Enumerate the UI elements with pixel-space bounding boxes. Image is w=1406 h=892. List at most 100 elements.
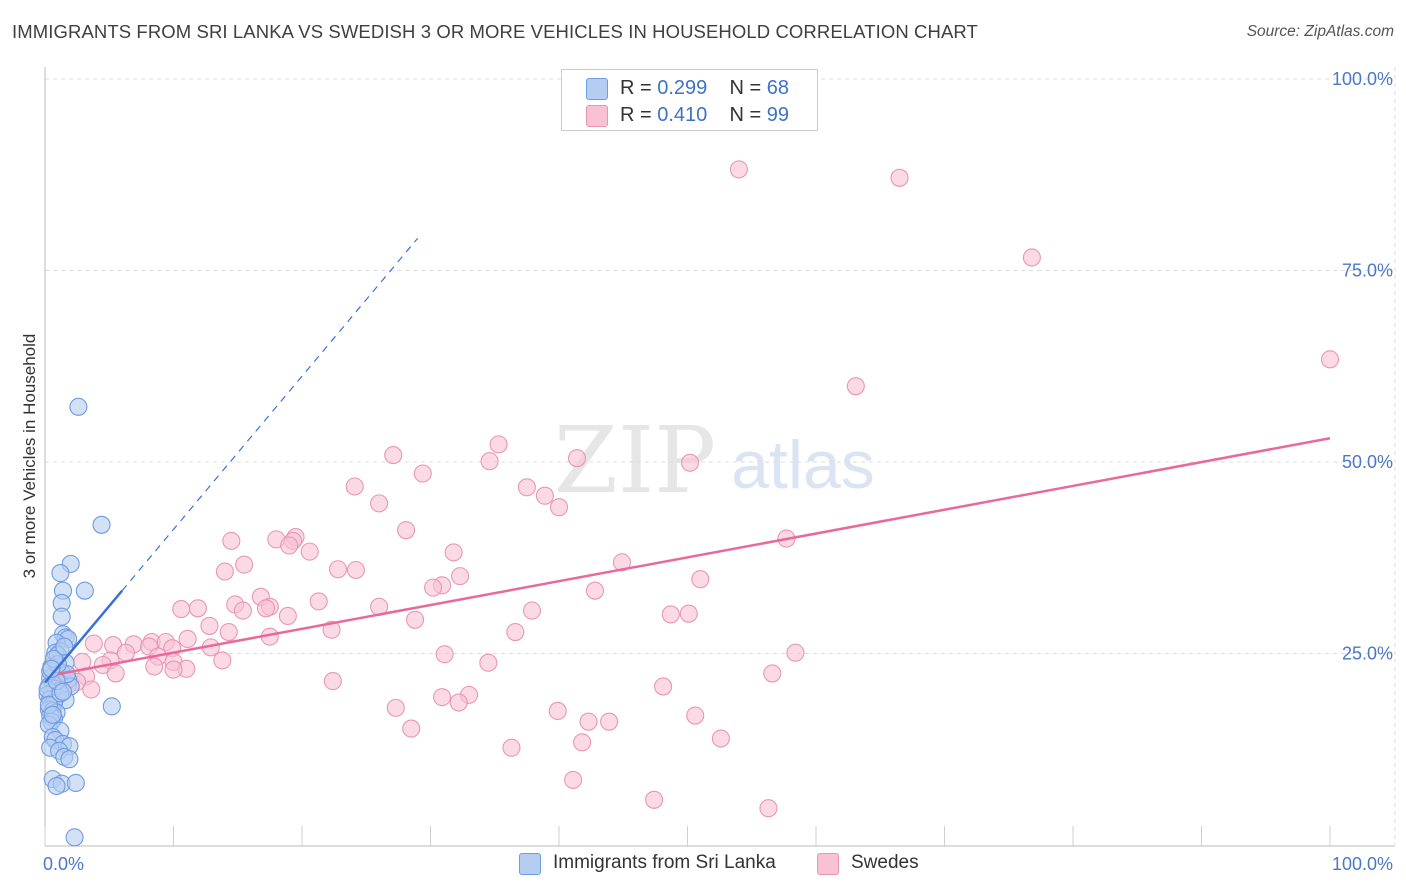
swedes-point-44 <box>522 601 542 620</box>
swedes-point-21 <box>280 536 299 555</box>
bottom-legend-swatch-pink <box>817 853 839 875</box>
swedes-point-46 <box>661 605 680 624</box>
swedes-point-51 <box>506 623 525 642</box>
chart-title: IMMIGRANTS FROM SRI LANKA VS SWEDISH 3 O… <box>12 21 978 42</box>
x-tick-label-1: 100.0% <box>1332 854 1393 874</box>
zipatlas-watermark: ZIP atlas <box>554 407 875 514</box>
sri-lanka-point-3 <box>51 564 70 583</box>
swedes-point-89 <box>763 664 782 683</box>
swedes-point-94 <box>711 729 730 748</box>
swedes-point-12 <box>517 478 536 497</box>
swedes-point-29 <box>215 562 234 581</box>
sri-lanka-point-67 <box>43 705 62 724</box>
swedes-point-14 <box>370 494 389 513</box>
y-tick-label-2: 75.0% <box>1342 261 1393 281</box>
swedes-point-2 <box>1022 248 1041 267</box>
swedes-point-49 <box>200 616 219 635</box>
sri-lanka-point-7 <box>52 607 71 626</box>
swedes-trend-line <box>57 437 1331 676</box>
grid-lines <box>45 67 1396 845</box>
swedes-point-81 <box>654 677 673 696</box>
swedes-point-69 <box>479 653 498 672</box>
swedes-point-82 <box>433 688 452 707</box>
bottom-legend-label: Swedes <box>851 852 919 873</box>
swedes-point-97 <box>759 799 778 818</box>
swedes-point-93 <box>573 733 592 752</box>
swedes-point-7 <box>480 452 499 471</box>
bottom-legend-label: Immigrants from Sri Lanka <box>553 852 776 873</box>
swedes-point-13 <box>535 486 554 505</box>
swedes-point-30 <box>451 567 470 586</box>
y-tick-label-1: 50.0% <box>1342 452 1393 472</box>
swedes-point-54 <box>178 629 197 648</box>
swedes-point-67 <box>213 651 232 670</box>
swedes-point-9 <box>681 453 700 472</box>
legend-n-label: N = <box>729 104 762 126</box>
swedes-point-72 <box>145 657 164 676</box>
swedes-point-80 <box>323 672 342 691</box>
swedes-point-26 <box>235 555 254 574</box>
legend-n-label: N = <box>729 77 762 99</box>
swedes-point-5 <box>489 435 508 454</box>
swedes-point-8 <box>567 449 587 468</box>
swedes-point-43 <box>233 601 252 620</box>
swedes-point-75 <box>106 664 125 683</box>
swedes-point-41 <box>256 599 276 618</box>
sri-lanka-series <box>38 397 121 847</box>
swedes-point-6 <box>384 446 403 465</box>
swedes-point-84 <box>449 693 468 712</box>
swedes-point-36 <box>309 592 328 611</box>
swedes-point-64 <box>435 645 454 664</box>
legend-n-value: 68 <box>766 77 790 99</box>
legend-r-value: 0.410 <box>657 104 708 126</box>
sri-lanka-point-65 <box>42 659 61 678</box>
swedes-point-91 <box>402 719 421 738</box>
legend-swatch-pink <box>586 105 608 127</box>
swedes-point-90 <box>786 643 805 662</box>
swedes-point-88 <box>686 706 705 725</box>
sri-lanka-point-0 <box>69 397 88 416</box>
sri-lanka-point-54 <box>47 776 66 796</box>
sri-lanka-point-34 <box>102 697 121 716</box>
swedes-point-87 <box>600 712 619 731</box>
sri-lanka-point-53 <box>66 773 85 793</box>
swedes-point-96 <box>645 790 664 809</box>
x-tick-label-0: 0.0% <box>43 854 84 874</box>
swedes-point-48 <box>406 610 425 629</box>
swedes-point-23 <box>300 542 319 561</box>
swedes-point-31 <box>691 570 710 589</box>
sri-lanka-point-4 <box>75 581 94 600</box>
swedes-point-86 <box>579 712 598 731</box>
swedes-point-50 <box>322 620 341 639</box>
swedes-point-52 <box>219 623 238 642</box>
swedes-point-39 <box>188 599 207 618</box>
y-tick-label-0: 25.0% <box>1342 644 1393 664</box>
swedes-point-47 <box>278 606 297 626</box>
swedes-point-15 <box>549 498 569 517</box>
swedes-point-79 <box>82 680 101 699</box>
swedes-point-34 <box>585 581 605 600</box>
sri-lanka-point-50 <box>60 750 79 769</box>
swedes-point-24 <box>444 543 463 562</box>
swedes-point-0 <box>729 160 748 179</box>
legend-n-value: 99 <box>766 104 790 126</box>
swedes-point-57 <box>84 634 103 653</box>
legend-swatch-blue <box>586 78 608 100</box>
swedes-point-98 <box>386 698 405 717</box>
swedes-point-1 <box>890 168 909 187</box>
swedes-point-4 <box>846 377 865 396</box>
bottom-legend-swatch-blue <box>519 853 541 875</box>
tick-labels: 25.0% 50.0% 75.0% 100.0% 0.0% 100.0% <box>43 69 1393 874</box>
legend-r-label: R = <box>620 104 652 126</box>
legend-r-value: 0.299 <box>657 77 708 99</box>
sri-lanka-point-61 <box>55 637 74 656</box>
swedes-point-16 <box>397 521 416 540</box>
swedes-point-45 <box>679 604 698 623</box>
legend-r-label: R = <box>620 77 652 99</box>
swedes-point-25 <box>612 553 632 572</box>
sri-lanka-trend-line <box>44 589 124 684</box>
sri-lanka-point-66 <box>53 682 73 701</box>
swedes-point-92 <box>502 738 521 757</box>
correlation-legend: R = 0.299 N = 68 R = 0.410 N = 99 <box>561 69 818 131</box>
